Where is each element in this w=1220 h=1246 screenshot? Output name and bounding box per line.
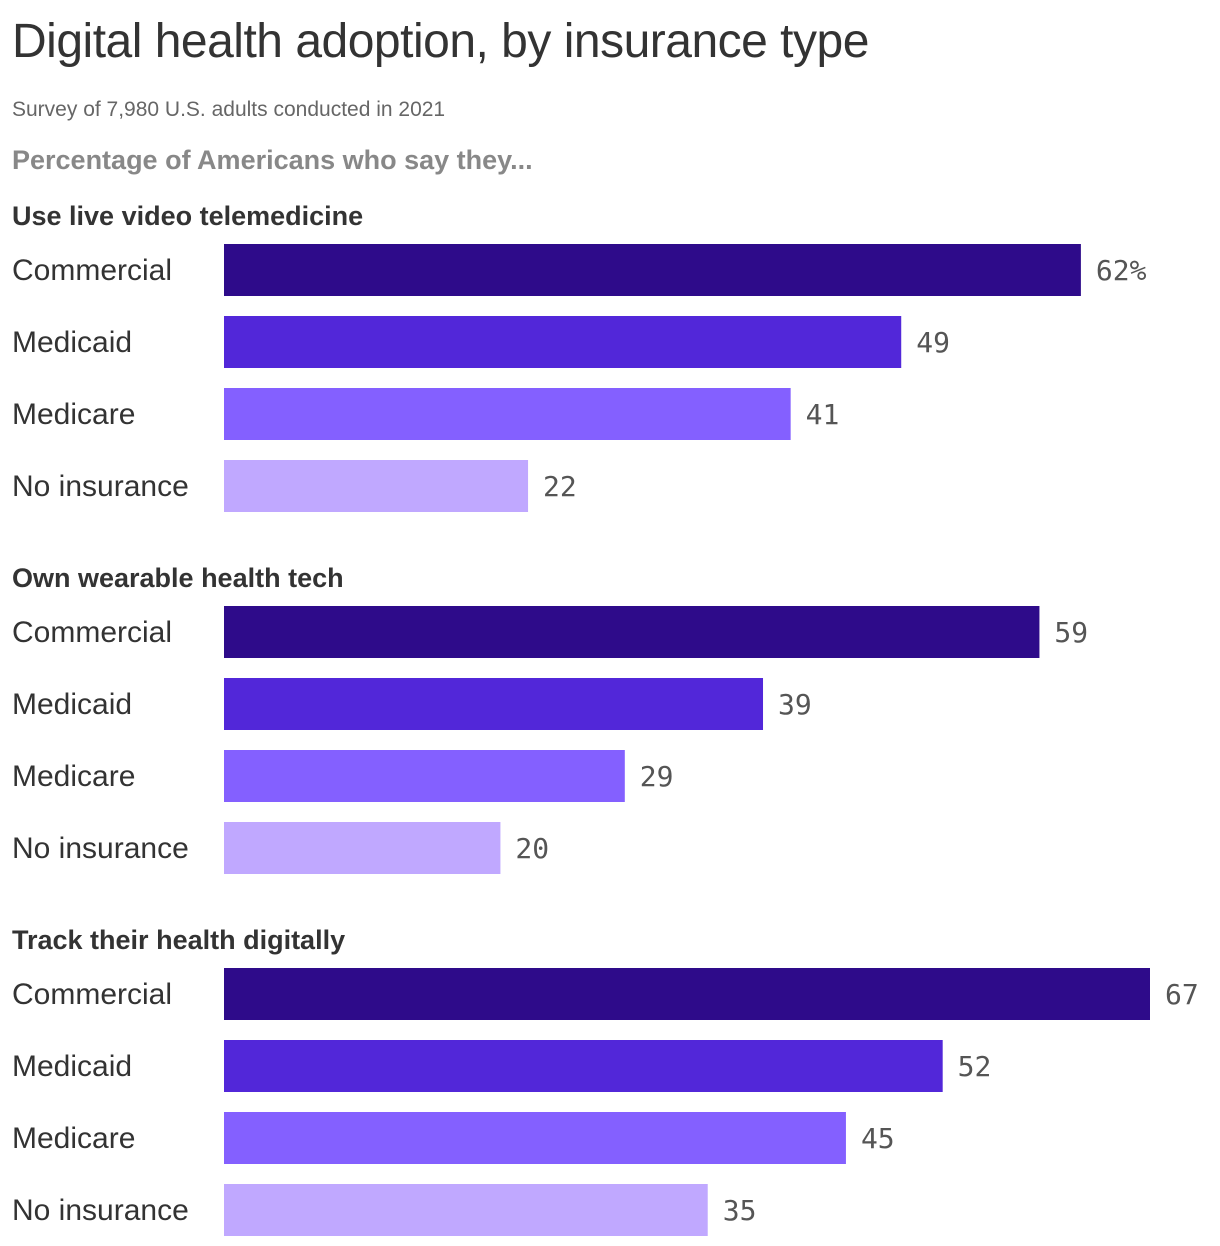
- value-label: 41: [806, 398, 840, 431]
- bar: [224, 1040, 943, 1092]
- category-label: No insurance: [12, 1194, 189, 1227]
- value-label: 35: [723, 1194, 757, 1227]
- category-label: Medicaid: [12, 1050, 132, 1083]
- category-label: Medicaid: [12, 688, 132, 721]
- chart-subtitle: Survey of 7,980 U.S. adults conducted in…: [12, 98, 446, 121]
- bar: [224, 1184, 708, 1236]
- value-label: 39: [778, 688, 812, 721]
- value-label: 67: [1165, 978, 1199, 1011]
- category-label: No insurance: [12, 470, 189, 503]
- bar: [224, 678, 764, 730]
- category-label: Commercial: [12, 978, 172, 1011]
- category-label: Commercial: [12, 616, 172, 649]
- value-label: 52: [958, 1050, 992, 1083]
- category-label: Medicare: [12, 760, 135, 793]
- value-label: 20: [515, 832, 549, 865]
- category-label: Commercial: [12, 254, 172, 287]
- category-label: Medicare: [12, 1122, 135, 1155]
- bar: [224, 968, 1150, 1020]
- group-title: Own wearable health tech: [12, 563, 344, 593]
- bar: [224, 822, 501, 874]
- bar: [224, 244, 1081, 296]
- category-label: Medicaid: [12, 326, 132, 359]
- value-label: 45: [861, 1122, 895, 1155]
- value-label: 59: [1054, 616, 1088, 649]
- group-title: Use live video telemedicine: [12, 201, 363, 231]
- bar: [224, 388, 791, 440]
- value-label: 62%: [1096, 254, 1147, 287]
- bar: [224, 1112, 846, 1164]
- bar: [224, 750, 625, 802]
- category-label: Medicare: [12, 398, 135, 431]
- bar: [224, 606, 1040, 658]
- chart-title: Digital health adoption, by insurance ty…: [12, 15, 869, 68]
- value-label: 22: [543, 470, 577, 503]
- bar: [224, 316, 902, 368]
- value-label: 29: [640, 760, 674, 793]
- bar: [224, 460, 529, 512]
- value-label: 49: [916, 326, 950, 359]
- category-label: No insurance: [12, 832, 189, 865]
- chart-intro: Percentage of Americans who say they...: [12, 145, 533, 175]
- group-title: Track their health digitally: [12, 925, 345, 955]
